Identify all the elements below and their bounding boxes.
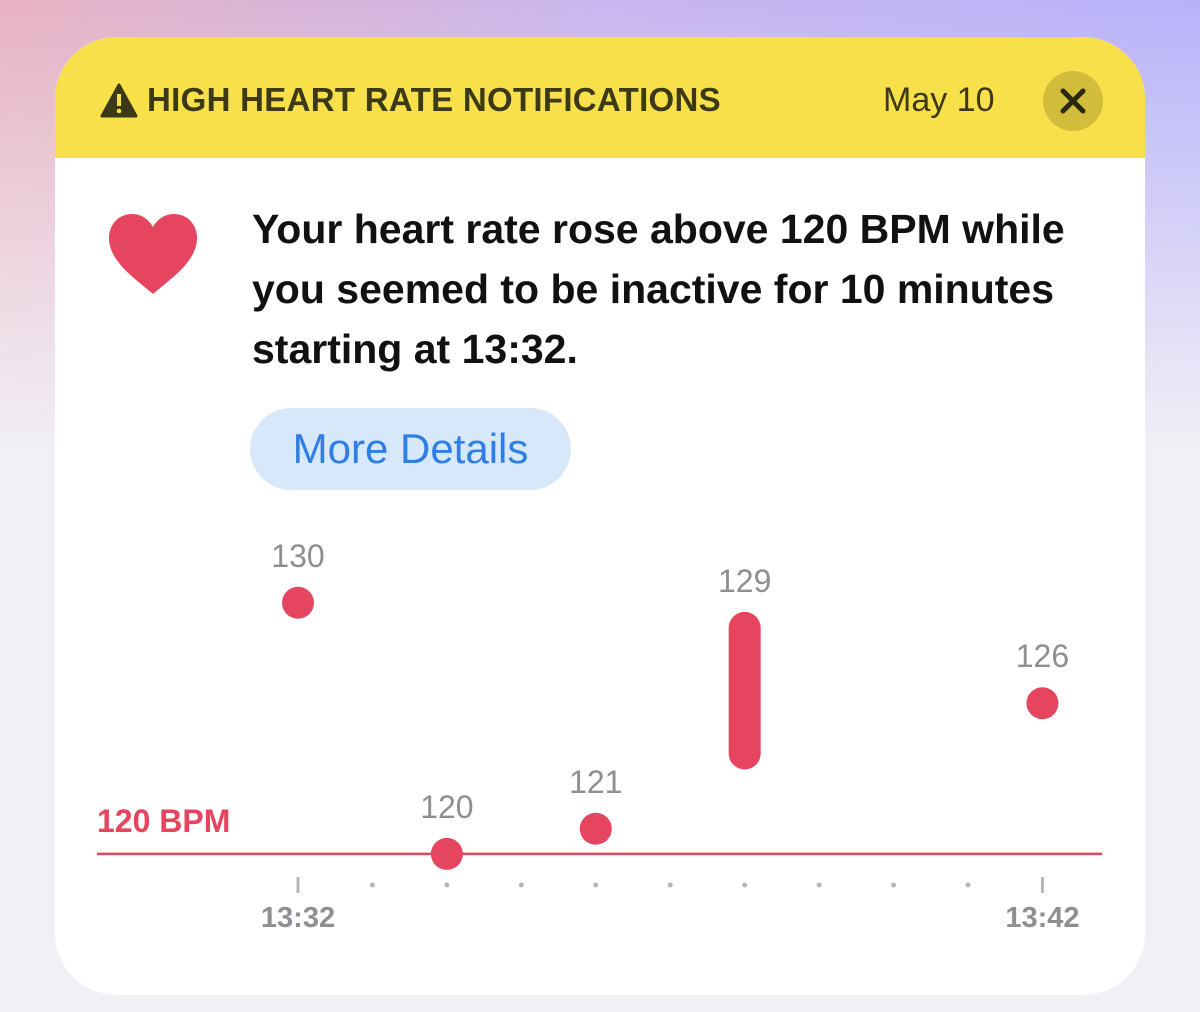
- minor-tick: [742, 882, 748, 888]
- value-label: 130: [271, 538, 324, 574]
- value-label: 129: [718, 563, 771, 599]
- point: [430, 837, 463, 870]
- warning-icon: [100, 83, 138, 118]
- heart-icon: [109, 214, 197, 294]
- minor-tick: [667, 882, 673, 888]
- minor-tick: [593, 882, 599, 888]
- point: [282, 586, 314, 619]
- point: [579, 812, 612, 845]
- threshold-label: 120 BPM: [97, 803, 230, 839]
- notification-card: HIGH HEART RATE NOTIFICATIONS May 10 You…: [55, 37, 1145, 995]
- header-title: HIGH HEART RATE NOTIFICATIONS: [147, 81, 721, 118]
- close-icon: [1060, 88, 1086, 114]
- header: HIGH HEART RATE NOTIFICATIONS May 10: [55, 37, 1145, 158]
- minor-tick: [444, 882, 450, 888]
- minor-tick: [816, 882, 822, 888]
- minor-tick: [518, 882, 524, 888]
- more-details-button[interactable]: More Details: [250, 408, 571, 490]
- x-tick-label: 13:42: [1005, 902, 1079, 934]
- minor-tick: [891, 882, 897, 888]
- message: Your heart rate rose above 120 BPM while…: [252, 206, 1065, 372]
- minor-tick: [965, 882, 971, 888]
- value-label: 121: [569, 764, 622, 800]
- header-date: May 10: [883, 81, 995, 119]
- minor-tick: [369, 882, 375, 888]
- x-tick-label: 13:32: [261, 902, 335, 934]
- point: [1026, 687, 1059, 720]
- value-label: 120: [420, 789, 473, 825]
- value-label: 126: [1016, 638, 1069, 674]
- range-bar: [728, 611, 761, 770]
- close-button[interactable]: [1043, 71, 1103, 131]
